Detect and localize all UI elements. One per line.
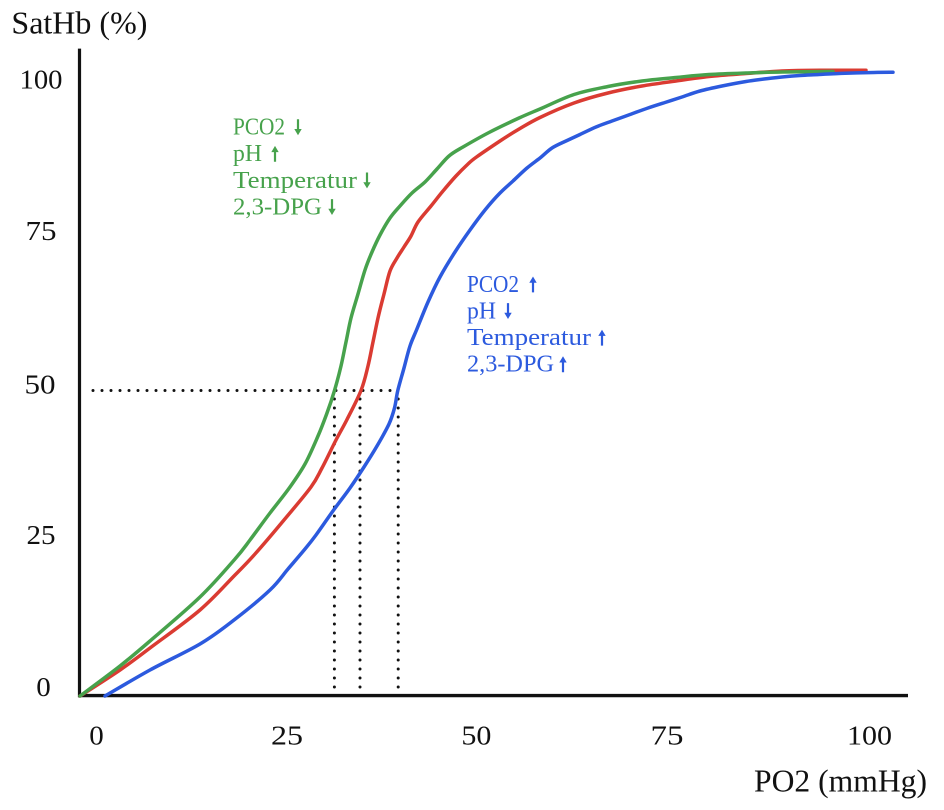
svg-text:SatHb (%): SatHb (%) <box>11 4 147 40</box>
svg-text:PCO2: PCO2 <box>467 272 519 298</box>
svg-text:0: 0 <box>89 721 104 751</box>
svg-text:2,3-DPG: 2,3-DPG <box>233 194 322 220</box>
svg-text:25: 25 <box>27 520 56 550</box>
svg-text:2,3-DPG: 2,3-DPG <box>467 352 554 378</box>
svg-text:50: 50 <box>461 721 491 751</box>
svg-text:50: 50 <box>25 370 56 400</box>
svg-text:100: 100 <box>20 64 63 94</box>
svg-text:75: 75 <box>26 216 57 246</box>
svg-text:Temperatur: Temperatur <box>467 325 591 351</box>
svg-text:PO2 (mmHg): PO2 (mmHg) <box>754 762 927 798</box>
svg-text:PCO2: PCO2 <box>233 115 285 141</box>
svg-text:100: 100 <box>847 721 892 751</box>
svg-text:Temperatur: Temperatur <box>233 168 357 194</box>
svg-text:75: 75 <box>651 721 684 751</box>
svg-text:0: 0 <box>36 672 51 702</box>
svg-text:25: 25 <box>271 721 303 751</box>
svg-text:pH: pH <box>467 298 496 324</box>
svg-text:pH: pH <box>233 141 262 167</box>
